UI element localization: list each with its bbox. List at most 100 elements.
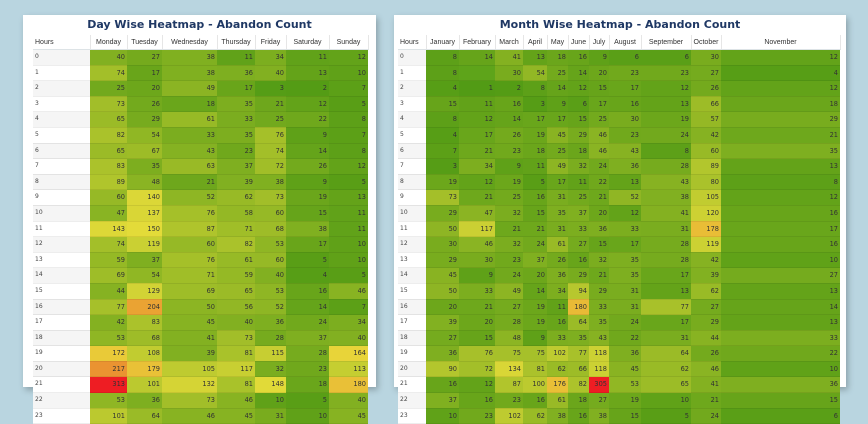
day-heatmap-cell: 43 bbox=[162, 143, 217, 160]
month-heatmap-cell: 176 bbox=[547, 376, 568, 394]
month-heatmap-cell: 23 bbox=[609, 65, 641, 82]
month-heatmap-cell: 3 bbox=[523, 96, 547, 113]
day-heatmap-cell: 56 bbox=[217, 299, 255, 316]
month-heatmap-header-row: Hours January February March April May June Jul… bbox=[398, 35, 841, 50]
month-heatmap-cell: 16 bbox=[568, 49, 589, 66]
day-heatmap-hour-label: 11 bbox=[33, 221, 90, 238]
month-heatmap-cell: 28 bbox=[641, 158, 691, 175]
day-heatmap-hour-label: 0 bbox=[33, 49, 90, 66]
month-heatmap-cell: 12 bbox=[641, 80, 691, 97]
day-heatmap-cell: 19 bbox=[286, 189, 329, 206]
day-heatmap-cell: 73 bbox=[217, 330, 255, 347]
day-heatmap-cell: 10 bbox=[329, 65, 368, 82]
day-heatmap-cell: 65 bbox=[90, 111, 127, 128]
month-heatmap-hour-label: 13 bbox=[398, 252, 426, 269]
month-heatmap-cell: 19 bbox=[523, 127, 547, 144]
month-heatmap-cell: 89 bbox=[691, 158, 721, 175]
month-heatmap-cell: 37 bbox=[426, 392, 459, 409]
day-heatmap-cell: 36 bbox=[217, 65, 255, 82]
month-heatmap-row: 13 29 30 23 37 26 16 32 35 28 42 10 bbox=[398, 252, 840, 269]
month-heatmap-cell: 25 bbox=[495, 189, 523, 206]
month-heatmap-cell: 17 bbox=[609, 236, 641, 253]
month-heatmap-cell: 16 bbox=[459, 392, 495, 409]
month-heatmap-cell: 14 bbox=[568, 65, 589, 82]
month-heatmap-cell: 305 bbox=[589, 376, 609, 394]
month-heatmap-cell: 6 bbox=[568, 96, 589, 113]
month-heatmap-row: 10 29 47 32 15 35 37 20 12 41 120 16 bbox=[398, 205, 840, 222]
month-heatmap-row: 9 73 21 25 16 31 25 21 52 38 105 12 bbox=[398, 189, 840, 206]
day-heatmap-hour-label: 8 bbox=[33, 174, 90, 191]
month-heatmap-cell: 18 bbox=[568, 143, 589, 160]
day-heatmap-cell: 32 bbox=[255, 361, 286, 378]
day-heatmap-hour-label: 14 bbox=[33, 267, 90, 284]
day-heatmap-cell: 33 bbox=[217, 111, 255, 128]
month-heatmap-hour-label: 21 bbox=[398, 376, 426, 394]
month-heatmap-cell: 32 bbox=[495, 236, 523, 253]
day-heatmap-cell: 28 bbox=[286, 345, 329, 362]
day-heatmap-cell: 101 bbox=[127, 376, 162, 394]
day-heatmap-cell: 23 bbox=[286, 361, 329, 378]
month-heatmap-cell: 28 bbox=[495, 314, 523, 331]
day-heatmap-cell: 34 bbox=[329, 314, 368, 331]
month-heatmap-cell: 21 bbox=[589, 189, 609, 206]
month-heatmap-cell: 16 bbox=[523, 392, 547, 409]
day-heatmap-cell: 28 bbox=[255, 330, 286, 347]
month-heatmap-cell: 16 bbox=[721, 236, 840, 253]
day-heatmap-column-header: Friday bbox=[255, 35, 287, 50]
month-heatmap-cell: 16 bbox=[547, 314, 568, 331]
month-heatmap-cell: 33 bbox=[459, 283, 495, 300]
month-heatmap-cell: 39 bbox=[426, 314, 459, 331]
month-heatmap-row: 12 30 46 32 24 61 27 15 17 28 119 16 bbox=[398, 236, 840, 253]
month-heatmap-cell: 9 bbox=[459, 267, 495, 284]
month-heatmap-cell: 15 bbox=[459, 330, 495, 347]
month-heatmap-cell: 49 bbox=[547, 158, 568, 175]
month-heatmap-row: 3 15 11 16 3 9 6 17 16 13 66 18 bbox=[398, 96, 840, 113]
month-heatmap-cell: 13 bbox=[641, 283, 691, 300]
month-heatmap-cell: 34 bbox=[547, 283, 568, 300]
month-heatmap-cell: 94 bbox=[568, 283, 589, 300]
day-heatmap-row: 11 143 150 87 71 68 38 11 bbox=[33, 221, 368, 238]
day-heatmap-cell: 48 bbox=[127, 174, 162, 191]
month-heatmap-row: 14 45 9 24 20 36 29 21 35 17 39 27 bbox=[398, 267, 840, 284]
month-heatmap-cell: 11 bbox=[459, 96, 495, 113]
month-heatmap-cell: 31 bbox=[609, 283, 641, 300]
month-heatmap-cell: 5 bbox=[641, 408, 691, 424]
month-heatmap-cell: 21 bbox=[459, 299, 495, 316]
day-heatmap-cell: 40 bbox=[329, 392, 368, 409]
day-heatmap-cell: 45 bbox=[329, 408, 368, 424]
day-heatmap-panel: Day Wise Heatmap - Abandon Count Hours Mo… bbox=[23, 15, 376, 424]
month-heatmap-hour-label: 4 bbox=[398, 111, 426, 128]
month-heatmap-cell: 20 bbox=[523, 267, 547, 284]
day-heatmap-cell: 14 bbox=[286, 299, 329, 316]
day-heatmap-hour-label: 12 bbox=[33, 236, 90, 253]
day-heatmap-cell: 63 bbox=[162, 158, 217, 175]
day-heatmap-cell: 46 bbox=[329, 283, 368, 300]
day-heatmap-cell: 39 bbox=[217, 174, 255, 191]
month-heatmap-cell: 66 bbox=[568, 361, 589, 378]
day-heatmap-table: Hours Monday Tuesday Wednesday Thursday Frida… bbox=[33, 35, 369, 424]
month-heatmap-cell: 45 bbox=[547, 127, 568, 144]
day-heatmap-cell: 47 bbox=[90, 205, 127, 222]
month-heatmap-cell bbox=[459, 65, 495, 82]
day-heatmap-cell: 59 bbox=[217, 267, 255, 284]
day-heatmap-column-header: Sunday bbox=[329, 35, 369, 50]
month-heatmap-cell: 16 bbox=[568, 408, 589, 424]
month-heatmap-row: 22 37 16 23 16 61 18 27 19 10 21 15 bbox=[398, 392, 840, 409]
day-heatmap-row: 2 25 20 49 17 3 2 7 bbox=[33, 80, 368, 97]
month-heatmap-cell: 12 bbox=[459, 111, 495, 128]
day-heatmap-hour-label: 6 bbox=[33, 143, 90, 160]
day-heatmap-row: 20 217 179 105 117 32 23 113 bbox=[33, 361, 368, 378]
month-heatmap-cell: 41 bbox=[495, 49, 523, 66]
month-heatmap-cell: 22 bbox=[589, 174, 609, 191]
day-heatmap-cell: 59 bbox=[90, 252, 127, 269]
month-heatmap-cell: 11 bbox=[568, 174, 589, 191]
month-heatmap-cell: 76 bbox=[459, 345, 495, 362]
month-heatmap-cell: 36 bbox=[721, 376, 840, 394]
day-heatmap-cell: 10 bbox=[329, 252, 368, 269]
month-heatmap-cell: 21 bbox=[459, 143, 495, 160]
day-heatmap-cell: 12 bbox=[329, 49, 368, 66]
month-heatmap-cell: 15 bbox=[589, 80, 609, 97]
day-heatmap-cell: 54 bbox=[127, 127, 162, 144]
day-heatmap-cell: 53 bbox=[90, 330, 127, 347]
month-heatmap-cell: 2 bbox=[495, 80, 523, 97]
